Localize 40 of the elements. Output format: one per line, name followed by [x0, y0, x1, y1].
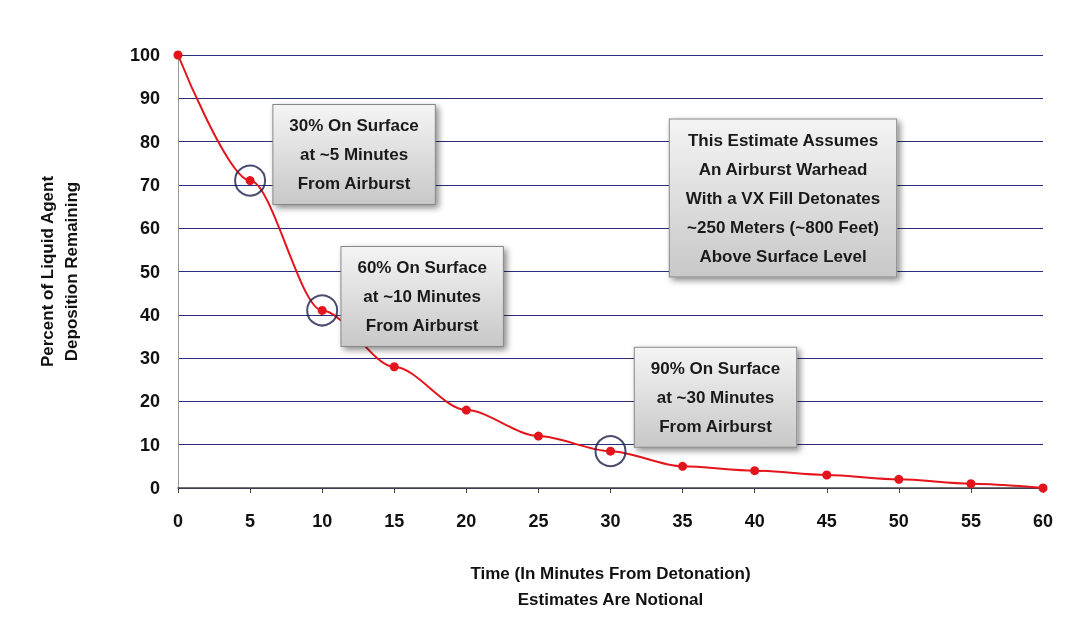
annotation: 90% On Surface at ~30 Minutes From Airburst	[650, 358, 781, 436]
point	[822, 470, 832, 480]
annotation: 60% On Surface at ~10 Minutes From Airburst	[357, 257, 487, 335]
y-tick-label: 60	[139, 218, 160, 239]
point	[389, 362, 399, 372]
x-tick-label: 25	[528, 511, 549, 531]
y-tick-label: 0	[149, 478, 160, 498]
x-tick-label: 45	[816, 511, 837, 531]
x-tick-label: 0	[172, 511, 184, 531]
y-tick-label: 10	[139, 434, 160, 455]
y-tick-label: 40	[139, 304, 160, 325]
y-tick-label: 70	[139, 174, 160, 195]
x-tick-label: 30	[600, 511, 621, 531]
point	[678, 461, 688, 471]
y-tick-label: 30	[139, 348, 160, 369]
x-tick-label: 10	[312, 511, 333, 531]
annotation: 30% On Surface at ~5 Minutes From Airburst	[289, 116, 419, 194]
y-tick-label: 100	[129, 45, 160, 65]
annotation: This Estimate Assumes An Airburst Warhead With a VX Fill Detonates ~250 Meters (~800 Feet) Above Surface Level	[685, 130, 881, 266]
x-tick-label: 40	[744, 511, 765, 531]
point	[966, 479, 976, 489]
y-tick-label: 50	[139, 261, 160, 282]
y-tick-label: 80	[139, 131, 160, 152]
x-tick-label: 60	[1032, 511, 1054, 531]
x-tick-label: 35	[672, 511, 693, 531]
point	[173, 50, 183, 60]
point	[533, 431, 543, 441]
x-tick-label: 20	[456, 511, 477, 531]
x-tick-label: 5	[245, 511, 256, 531]
y-tick-label: 90	[139, 88, 160, 109]
point	[894, 474, 904, 484]
y-tick-label: 20	[139, 391, 160, 412]
point	[461, 405, 471, 415]
x-axis-title: Time (In Minutes From Detonation) Estimates Are Notional	[470, 563, 751, 609]
point	[750, 466, 760, 476]
y-axis-title: Percent of Liquid Agent Deposition Remaining	[37, 175, 81, 368]
point	[1038, 483, 1048, 493]
x-tick-label: 50	[888, 511, 909, 531]
x-tick-label: 15	[384, 511, 405, 531]
x-tick-label: 55	[960, 511, 981, 531]
